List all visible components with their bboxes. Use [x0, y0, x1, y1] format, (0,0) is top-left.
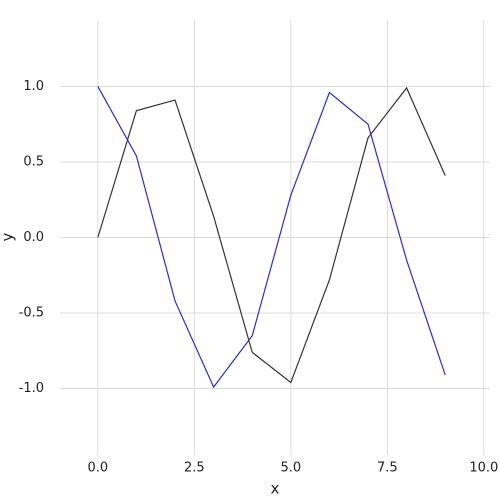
- x-tick-label: 2.5: [184, 461, 205, 476]
- y-tick-label: -0.5: [19, 306, 44, 321]
- y-tick-label: 0.0: [23, 230, 44, 245]
- x-tick-label: 5.0: [280, 461, 301, 476]
- y-tick-label: 1.0: [23, 79, 44, 94]
- x-tick-label: 7.5: [377, 461, 398, 476]
- y-axis-title: y: [0, 232, 17, 241]
- x-tick-label: 0.0: [87, 461, 108, 476]
- y-tick-label: 0.5: [23, 154, 44, 169]
- y-tick-label: -1.0: [19, 381, 44, 396]
- x-axis-title: x: [271, 480, 280, 498]
- x-tick-label: 10.0: [469, 461, 498, 476]
- line: [97, 86, 446, 389]
- line: [97, 86, 446, 384]
